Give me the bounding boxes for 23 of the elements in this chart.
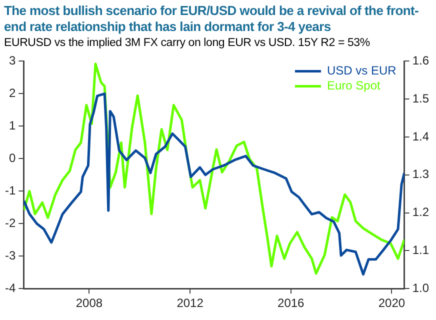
y2-tick-label: 1.2: [412, 205, 430, 220]
y-tick-label: -2: [5, 216, 16, 230]
x-tick-label: 2008: [76, 296, 103, 310]
y2-tick-label: 1.1: [412, 243, 430, 258]
chart-title: The most bullish scenario for EUR/USD would be a revival of the front-end rate relationship that has lain dormant for 3-4 years: [3, 2, 420, 35]
x-tick-label: 2020: [378, 296, 406, 310]
y-tick-label: -3: [5, 248, 16, 262]
y-tick-label: -1: [5, 183, 16, 198]
y-tick-label: 3: [8, 54, 16, 68]
x-tick-label: 2012: [176, 296, 204, 310]
legend-label: Euro Spot: [326, 78, 382, 93]
y2-tick-label: 1.3: [412, 167, 430, 182]
y-tick-label: 0: [8, 150, 16, 165]
y2-tick-label: 1.4: [412, 129, 430, 144]
x-tick-label: 2016: [278, 296, 305, 310]
y-tick-label: -4: [5, 280, 16, 295]
y2-tick-label: 1.5: [412, 91, 430, 106]
y-tick-label: 2: [8, 86, 16, 100]
legend-label: USD vs EUR: [326, 64, 397, 78]
chart-subtitle: EURUSD vs the implied 3M FX carry on long EUR vs USD. 15Y R2 = 53%: [3, 36, 371, 51]
y2-tick-label: 1.6: [412, 54, 430, 68]
y-tick-label: 1: [8, 118, 16, 132]
y2-tick-label: 1.0: [412, 280, 430, 295]
